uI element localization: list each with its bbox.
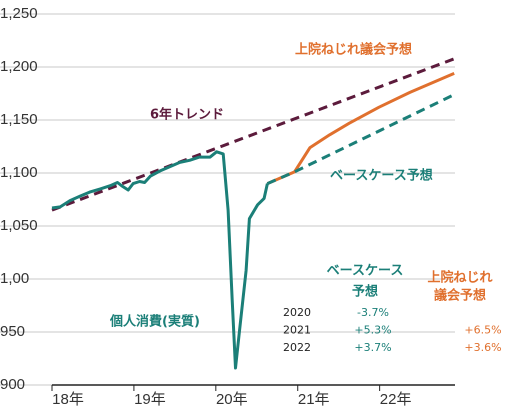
series-line	[266, 72, 455, 185]
x-tick-label: 18年	[52, 391, 84, 408]
y-tick-label: 1,250	[0, 5, 38, 22]
table-cell: +3.6%	[464, 341, 501, 354]
table-cell: +6.5%	[464, 324, 501, 337]
x-tick-label: 19年	[134, 391, 166, 408]
table-cell: 2020	[283, 306, 311, 319]
series-line	[51, 150, 269, 370]
y-tick-label: 1,050	[0, 217, 38, 234]
series-label: 上院ねじれ議会予想	[295, 42, 412, 58]
table-header: 上院ねじれ	[427, 270, 492, 286]
y-tick-label: 950	[0, 323, 25, 340]
table-header: ベースケース	[327, 264, 404, 279]
series-label: 6年トレンド	[150, 107, 224, 123]
y-tick-label: 1,00	[0, 270, 29, 287]
y-tick-label: 1,200	[0, 58, 38, 75]
table-cell: 2021	[283, 324, 311, 337]
table-header: 議会予想	[434, 288, 486, 304]
x-tick-label: 21年	[298, 391, 330, 408]
table-cell: +5.3%	[354, 324, 391, 337]
y-tick-label: 900	[0, 376, 25, 393]
table-cell: +3.7%	[354, 341, 391, 354]
y-tick-label: 1,100	[0, 164, 38, 181]
x-tick-label: 20年	[216, 391, 248, 408]
series-label: ベースケース予想	[330, 168, 433, 184]
x-tick-label: 22年	[380, 391, 412, 408]
series-line	[51, 57, 456, 212]
table-cell: -3.7%	[357, 306, 389, 319]
table-header: 予想	[352, 284, 378, 300]
y-tick-label: 1,150	[0, 111, 38, 128]
table-cell: 2022	[283, 341, 311, 354]
series-label: 個人消費(実質)	[109, 314, 200, 330]
